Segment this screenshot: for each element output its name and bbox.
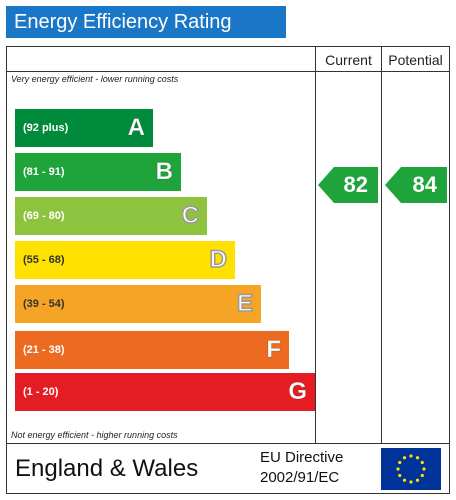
- eu-star-icon: [396, 467, 400, 471]
- eu-flag-icon: [381, 448, 441, 490]
- eu-star-icon: [398, 473, 402, 478]
- inefficient-note: Not energy efficient - higher running co…: [11, 430, 178, 440]
- eu-star-icon: [420, 460, 424, 465]
- page-title: Energy Efficiency Rating: [6, 6, 286, 38]
- footer: England & Wales EU Directive 2002/91/EC: [6, 444, 450, 494]
- eu-stars-icon: [381, 448, 441, 490]
- directive-line-2: 2002/91/EC: [260, 469, 340, 486]
- band-letter: D: [209, 245, 228, 274]
- band-range: (39 - 54): [23, 298, 65, 310]
- column-divider: [315, 47, 316, 443]
- band-letter: A: [127, 114, 145, 142]
- eu-star-icon: [398, 460, 402, 465]
- band-range: (69 - 80): [23, 210, 65, 222]
- eu-star-icon: [402, 478, 407, 482]
- current-rating-arrow: 82: [318, 167, 378, 203]
- region-label: England & Wales: [15, 455, 199, 482]
- directive-line-1: EU Directive: [260, 449, 344, 466]
- band-a: (92 plus) A: [15, 109, 153, 147]
- potential-rating-arrow: 84: [385, 167, 447, 203]
- band-range: (21 - 38): [23, 344, 65, 356]
- eu-directive: EU Directive 2002/91/EC: [260, 448, 343, 488]
- band-d: (55 - 68) D: [15, 241, 235, 279]
- band-range: (92 plus): [23, 122, 69, 134]
- eu-star-icon: [422, 467, 426, 471]
- band-range: (55 - 68): [23, 254, 65, 266]
- rating-chart: Current Potential Very energy efficient …: [6, 46, 450, 444]
- eu-star-icon: [415, 456, 420, 460]
- band-letter: C: [181, 201, 200, 230]
- eu-star-icon: [420, 473, 424, 478]
- efficient-note: Very energy efficient - lower running co…: [11, 74, 179, 84]
- band-f: (21 - 38) F: [15, 331, 289, 369]
- band-c: (69 - 80) C: [15, 197, 207, 235]
- current-rating-value: 82: [343, 172, 368, 197]
- potential-rating-value: 84: [412, 172, 437, 197]
- eu-star-icon: [402, 456, 407, 460]
- header-divider: [7, 71, 449, 72]
- band-range: (81 - 91): [23, 166, 65, 178]
- band-b: (81 - 91) B: [15, 153, 181, 191]
- band-letter: F: [266, 336, 282, 364]
- band-range: (1 - 20): [23, 386, 59, 398]
- eu-star-icon: [409, 480, 413, 484]
- band-g: (1 - 20) G: [15, 373, 315, 411]
- current-column-header: Current: [325, 52, 372, 68]
- band-letter: E: [236, 289, 254, 318]
- eu-star-icon: [415, 478, 420, 482]
- band-letter: G: [288, 378, 308, 406]
- band-e: (39 - 54) E: [15, 285, 261, 323]
- potential-column-header: Potential: [388, 52, 443, 68]
- column-divider: [381, 47, 382, 443]
- eu-star-icon: [409, 454, 413, 458]
- band-letter: B: [155, 158, 173, 186]
